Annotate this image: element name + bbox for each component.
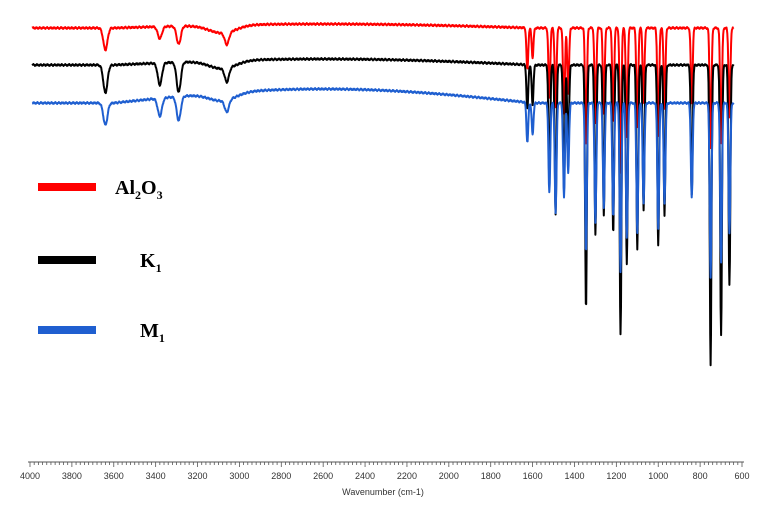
legend-label-k1: K1	[140, 250, 162, 275]
legend-swatch-k1	[38, 256, 96, 264]
x-tick-label: 3200	[188, 471, 208, 481]
x-tick-label: 1800	[481, 471, 501, 481]
x-tick-label: 4000	[20, 471, 40, 481]
x-tick-label: 1400	[564, 471, 584, 481]
series-layer	[31, 22, 735, 367]
x-axis: 4000 3800 3600 3400 3200 3000 2800 2600 2400 2200…	[20, 461, 750, 481]
series-line-k1	[31, 57, 735, 367]
legend-label-m1: M1	[140, 320, 165, 345]
x-tick-label: 1200	[606, 471, 626, 481]
x-tick-label: 2200	[397, 471, 417, 481]
series-line-m1	[31, 87, 735, 279]
x-tick-label: 2000	[439, 471, 459, 481]
legend-swatch-m1	[38, 326, 96, 334]
x-tick-label: 3800	[62, 471, 82, 481]
x-tick-label: 2600	[313, 471, 333, 481]
x-tick-label: 800	[693, 471, 708, 481]
series-line-al2o3	[31, 22, 735, 174]
x-tick-label: 2400	[355, 471, 375, 481]
x-tick-label: 1600	[523, 471, 543, 481]
x-tick-label: 1000	[648, 471, 668, 481]
x-tick-label: 600	[734, 471, 749, 481]
x-tick-label: 3000	[229, 471, 249, 481]
x-axis-title: Wavenumber (cm-1)	[342, 487, 424, 497]
legend-label-al2o3: Al2O3	[115, 177, 163, 202]
legend: Al2O3 K1 M1	[38, 177, 165, 345]
legend-swatch-al2o3	[38, 183, 96, 191]
x-tick-label: 2800	[271, 471, 291, 481]
x-tick-label: 3400	[146, 471, 166, 481]
x-tick-label: 3600	[104, 471, 124, 481]
